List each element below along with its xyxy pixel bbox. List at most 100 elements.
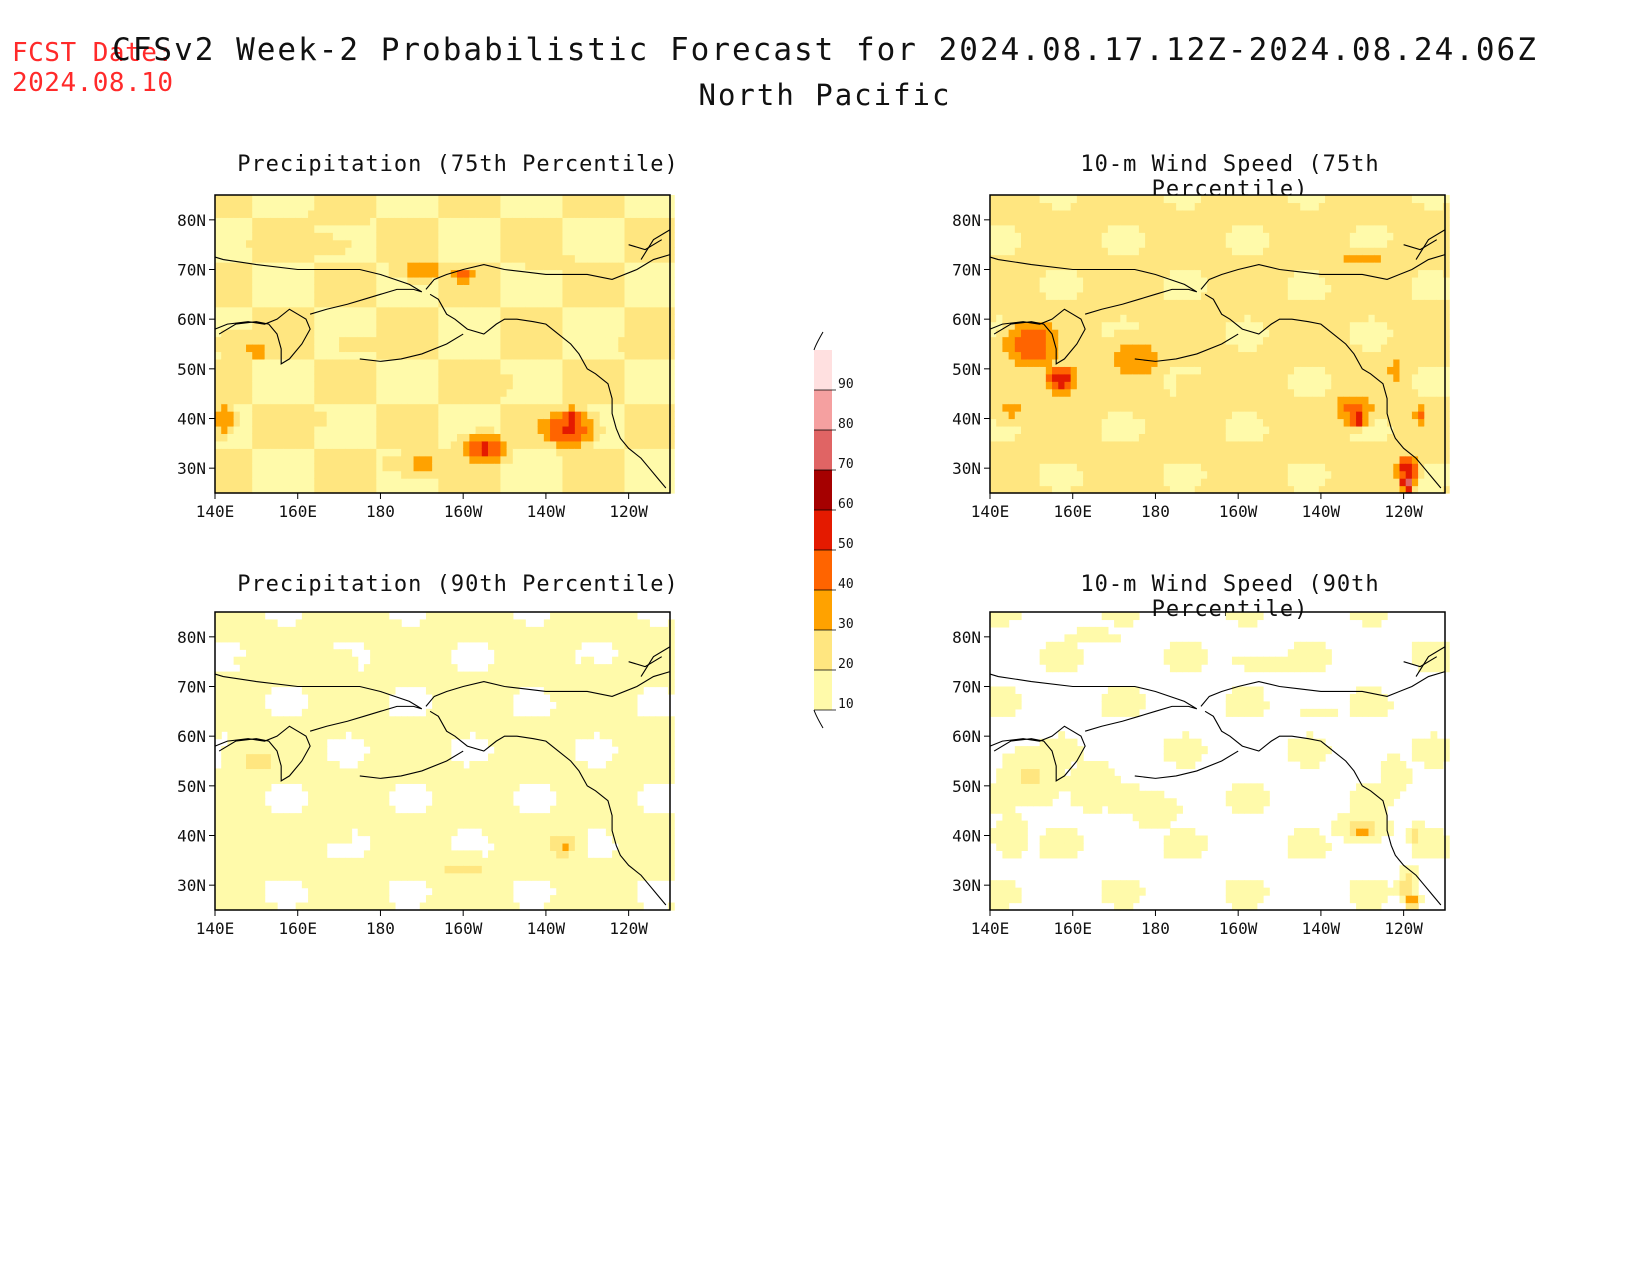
field-cell [562, 254, 570, 263]
field-cell [1058, 299, 1066, 308]
field-cell [314, 321, 322, 330]
field-cell [314, 373, 322, 382]
field-cell [370, 463, 377, 472]
field-cell [525, 403, 533, 412]
field-cell [1014, 336, 1022, 345]
field-cell [345, 247, 353, 256]
field-cell [1244, 403, 1252, 412]
field-cell [1132, 358, 1140, 367]
field-cell [246, 291, 253, 300]
field-cell [301, 232, 309, 241]
field-cell [475, 470, 483, 479]
field-cell [283, 321, 291, 330]
field-cell [332, 344, 340, 353]
field-cell [1014, 478, 1022, 487]
field-cell [413, 314, 421, 323]
field-cell [1083, 314, 1090, 323]
field-cell [587, 291, 595, 300]
field-cell [246, 455, 253, 464]
field-cell [258, 262, 266, 271]
field-cell [500, 247, 508, 256]
field-cell [1120, 344, 1128, 353]
field-cell [456, 440, 464, 449]
field-cell [488, 381, 495, 390]
field-cell [456, 433, 464, 442]
field-cell [382, 269, 390, 278]
field-cell [519, 329, 526, 338]
field-cell [1231, 336, 1239, 345]
field-cell [376, 209, 384, 218]
field-cell [1076, 470, 1084, 479]
field-cell [432, 247, 439, 256]
field-cell [1263, 463, 1270, 472]
field-cell [332, 448, 340, 457]
field-cell [270, 440, 278, 449]
field-cell [332, 299, 340, 308]
field-cell [1132, 195, 1140, 204]
field-cell [1039, 418, 1047, 427]
field-cell [456, 455, 464, 464]
field-cell [1176, 455, 1183, 464]
field-cell [264, 306, 272, 315]
field-cell [1194, 262, 1202, 271]
field-cell [1200, 403, 1208, 412]
field-cell [574, 373, 582, 382]
field-cell [351, 425, 359, 434]
field-cell [289, 381, 297, 390]
field-cell [1250, 209, 1258, 218]
field-cell [1157, 448, 1165, 457]
field-cell [221, 463, 229, 472]
field-cell [568, 440, 576, 449]
field-cell [605, 276, 613, 285]
field-cell [519, 299, 526, 308]
field-cell [1163, 455, 1171, 464]
field-cell [277, 388, 284, 397]
field-cell [221, 239, 229, 248]
field-cell [612, 202, 619, 211]
field-cell [990, 314, 997, 323]
field-cell [1145, 195, 1152, 204]
field-cell [543, 478, 551, 487]
field-cell [351, 448, 359, 457]
field-cell [1114, 336, 1121, 345]
field-cell [432, 217, 439, 226]
field-cell [1114, 403, 1121, 412]
field-cell [1008, 291, 1016, 300]
field-cell [649, 276, 657, 285]
field-cell [1157, 247, 1165, 256]
field-cell [376, 344, 384, 353]
field-cell [587, 403, 595, 412]
field-cell [1002, 485, 1010, 494]
field-cell [1008, 433, 1016, 442]
field-cell [456, 321, 464, 330]
field-cell [1033, 425, 1041, 434]
field-cell [537, 463, 545, 472]
field-cell [1114, 314, 1121, 323]
field-cell [630, 485, 638, 494]
field-cell [636, 262, 644, 271]
field-cell [593, 373, 601, 382]
field-cell [1244, 351, 1252, 360]
field-cell [475, 217, 483, 226]
field-cell [376, 306, 384, 315]
field-cell [1219, 276, 1227, 285]
field-cell [655, 470, 663, 479]
field-cell [1163, 321, 1171, 330]
field-cell [425, 470, 433, 479]
field-cell [277, 217, 284, 226]
field-cell [1101, 403, 1109, 412]
field-cell [332, 209, 340, 218]
field-cell [599, 276, 607, 285]
field-cell [1052, 396, 1059, 405]
field-cell [512, 455, 520, 464]
field-cell [1138, 448, 1146, 457]
field-cell [531, 284, 539, 293]
field-cell [258, 232, 266, 241]
field-cell [996, 239, 1004, 248]
field-cell [1238, 485, 1245, 494]
field-cell [388, 388, 396, 397]
field-cell [568, 239, 576, 248]
field-cell [990, 232, 997, 241]
field-cell [1076, 232, 1084, 241]
field-cell [1157, 411, 1165, 420]
